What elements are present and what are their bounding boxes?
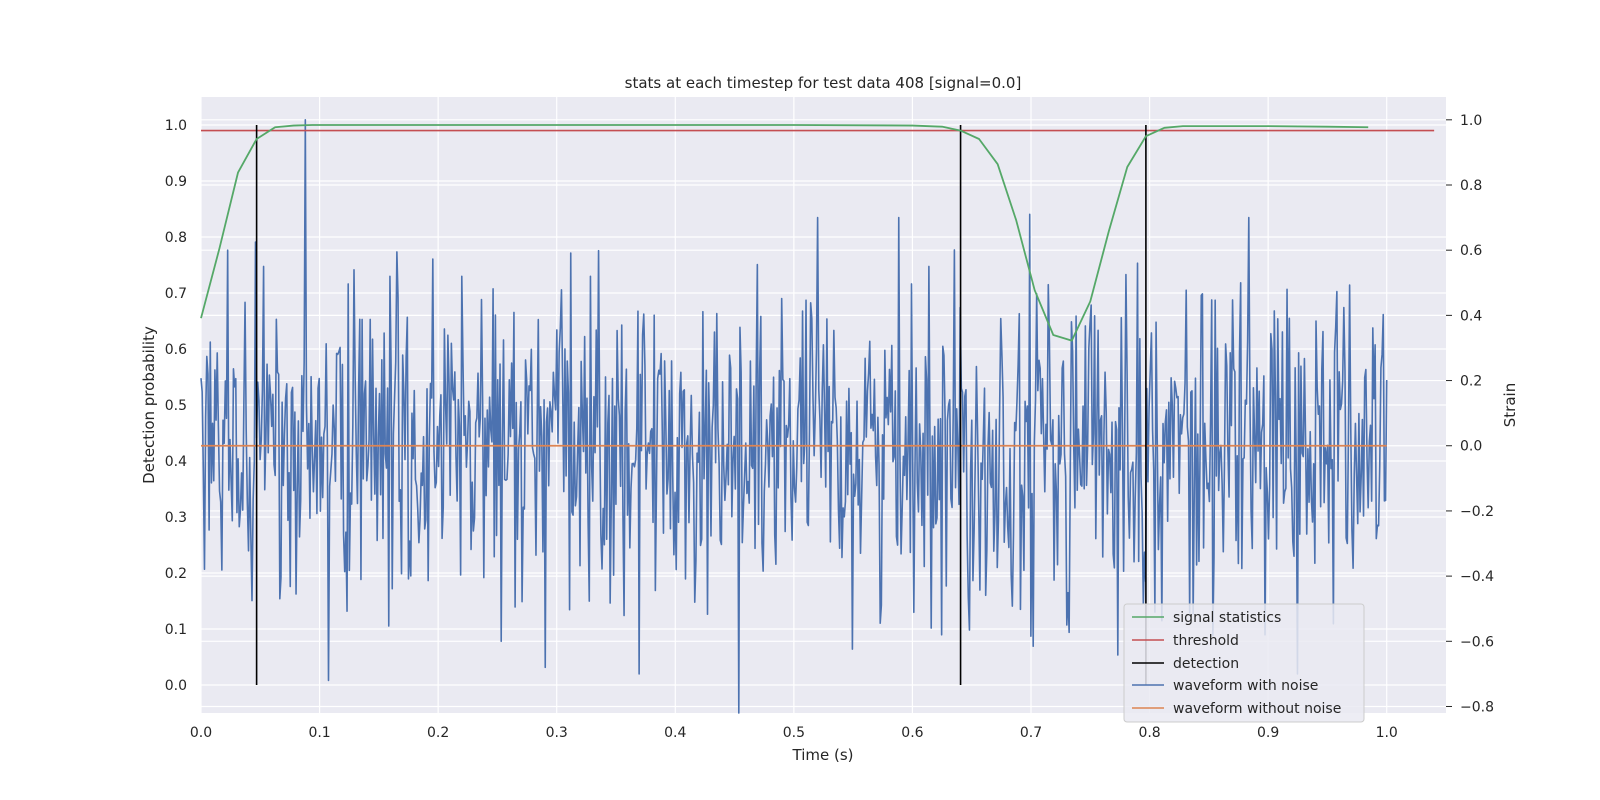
legend-label-waveform-with-noise: waveform with noise: [1173, 678, 1318, 694]
legend-label-signal-statistics: signal statistics: [1173, 610, 1281, 626]
y-tick-label-left: 0.6: [165, 342, 187, 358]
legend-label-waveform-without-noise: waveform without noise: [1173, 701, 1341, 717]
x-tick-label: 0.6: [901, 725, 923, 741]
chart-title: stats at each timestep for test data 408…: [625, 74, 1022, 92]
series-signal-statistics: [200, 124, 1369, 342]
y-tick-label-right: −0.2: [1460, 504, 1494, 520]
y-tick-label-left: 0.2: [165, 566, 187, 582]
y-tick-label-left: 0.3: [165, 510, 187, 526]
y-tick-label-left: 0.7: [165, 286, 187, 302]
legend-label-threshold: threshold: [1173, 633, 1239, 649]
y-tick-label-left: 0.4: [165, 454, 187, 470]
series-waveform-with-noise: [200, 119, 1388, 714]
x-tick-label: 0.3: [546, 725, 568, 741]
legend-label-detection: detection: [1173, 656, 1239, 672]
x-tick-label: 1.0: [1376, 725, 1398, 741]
y-tick-label-right: 0.8: [1460, 178, 1482, 194]
x-tick-label: 0.9: [1257, 725, 1279, 741]
y-tick-label-left: 0.9: [165, 174, 187, 190]
x-tick-label: 0.8: [1138, 725, 1160, 741]
y-tick-label-left: 1.0: [165, 118, 187, 134]
x-axis-label: Time (s): [792, 746, 854, 764]
x-tick-label: 0.0: [190, 725, 212, 741]
y-tick-label-left: 0.5: [165, 398, 187, 414]
x-tick-label: 0.1: [308, 725, 330, 741]
x-tick-label: 0.7: [1020, 725, 1042, 741]
y-tick-label-left: 0.8: [165, 230, 187, 246]
legend-box: [1123, 603, 1365, 723]
y-tick-label-right: 0.6: [1460, 243, 1482, 259]
x-tick-label: 0.4: [664, 725, 686, 741]
y-axis-label-left: Detection probability: [140, 326, 158, 484]
tick-labels: 0.0 0.1 0.2 0.3 0.4 0.5 0.6 0.7 0.8 0.9 1.0 0.0 0.1 0…: [165, 113, 1494, 741]
y-tick-label-right: 1.0: [1460, 113, 1482, 129]
x-tick-label: 0.2: [427, 725, 449, 741]
y-tick-label-right: −0.4: [1460, 569, 1494, 585]
y-tick-label-right: 0.4: [1460, 308, 1482, 324]
legend: signal statistics threshold detection wa…: [1123, 603, 1365, 723]
y-tick-label-right: 0.2: [1460, 374, 1482, 390]
y-axis-label-right: Strain: [1501, 383, 1519, 427]
y-tick-label-left: 0.0: [165, 678, 187, 694]
y-tick-label-left: 0.1: [165, 622, 187, 638]
series-layer: [200, 119, 1435, 714]
x-tick-label: 0.5: [783, 725, 805, 741]
y-tick-label-right: −0.6: [1460, 634, 1494, 650]
y-tick-label-right: 0.0: [1460, 439, 1482, 455]
y-tick-label-right: −0.8: [1460, 699, 1494, 715]
